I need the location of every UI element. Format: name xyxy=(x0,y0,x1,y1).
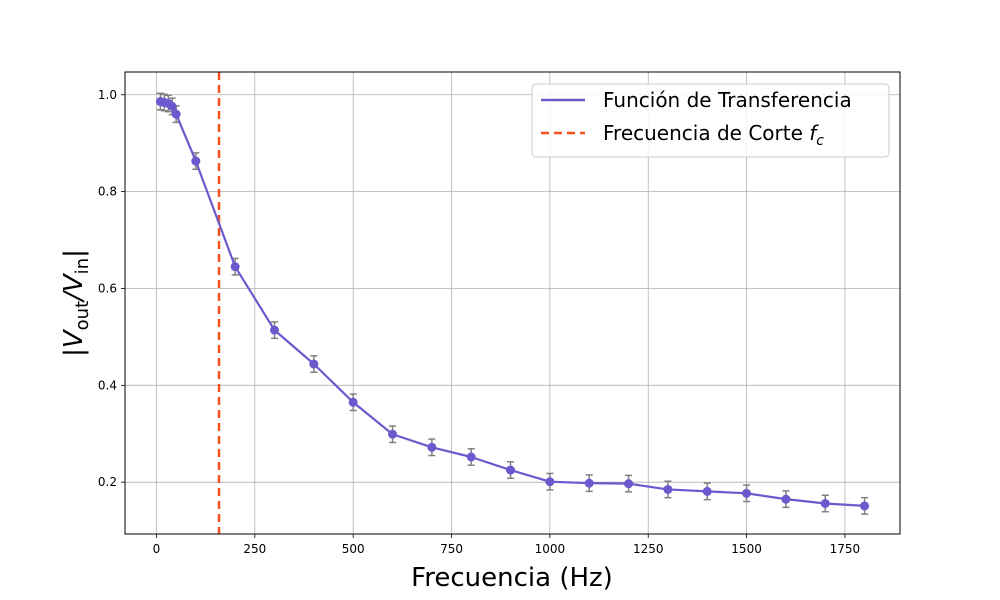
data-point xyxy=(584,478,594,488)
data-point xyxy=(191,156,201,166)
x-tick-label: 1750 xyxy=(830,542,861,556)
legend-label-cutoff: Frecuencia de Corte fc xyxy=(603,121,824,149)
y-label-sub-in: in xyxy=(72,258,93,274)
data-point xyxy=(860,501,870,511)
x-tick-label: 250 xyxy=(243,542,266,556)
y-tick-label: 0.8 xyxy=(98,185,117,199)
data-point xyxy=(388,429,398,439)
y-tick-label: 0.2 xyxy=(98,475,117,489)
y-label-close: | xyxy=(59,249,89,258)
legend-cutoff-symbol: f xyxy=(809,121,819,145)
legend-label-transfer: Función de Transferencia xyxy=(603,88,852,112)
data-point xyxy=(663,484,673,494)
data-points xyxy=(155,97,870,511)
x-tick-label: 1250 xyxy=(633,542,664,556)
legend-box xyxy=(531,83,890,158)
legend-cutoff-text: Frecuencia de Corte xyxy=(603,121,809,145)
y-label-open: |V xyxy=(59,328,89,357)
x-tick-label: 750 xyxy=(440,542,463,556)
plot-frame xyxy=(124,71,901,535)
ticks: 0 250 500 750 1000 1250 1500 1750 0.2 0.4 0.6 0.8 1.… xyxy=(98,88,860,556)
y-tick-label: 0.4 xyxy=(98,378,117,392)
y-label-mid: /V xyxy=(59,272,89,303)
x-tick-label: 1000 xyxy=(535,542,566,556)
legend-cutoff-symbol-sub: c xyxy=(816,133,824,149)
x-tick-label: 0 xyxy=(153,542,161,556)
y-tick-label: 0.6 xyxy=(98,281,117,295)
data-point xyxy=(230,262,240,272)
x-tick-label: 1500 xyxy=(731,542,762,556)
x-tick-label: 500 xyxy=(342,542,365,556)
x-axis-label: Frecuencia (Hz) xyxy=(411,563,613,593)
data-point xyxy=(781,494,791,504)
y-axis-label: |Vout/Vin| xyxy=(59,249,93,357)
y-label-sub-out: out xyxy=(72,301,93,330)
data-point xyxy=(167,101,177,111)
y-tick-label: 1.0 xyxy=(98,88,117,102)
data-point xyxy=(427,442,437,452)
data-point xyxy=(466,452,476,462)
data-point xyxy=(742,488,752,498)
legend: Función de Transferencia Frecuencia de C… xyxy=(531,83,890,158)
data-point xyxy=(348,397,358,407)
data-point xyxy=(624,479,634,489)
data-point xyxy=(545,477,555,487)
data-point xyxy=(506,465,516,475)
data-point xyxy=(269,325,279,335)
data-point xyxy=(702,486,712,496)
data-point xyxy=(309,359,319,369)
data-point xyxy=(820,498,830,508)
data-point xyxy=(171,109,181,119)
